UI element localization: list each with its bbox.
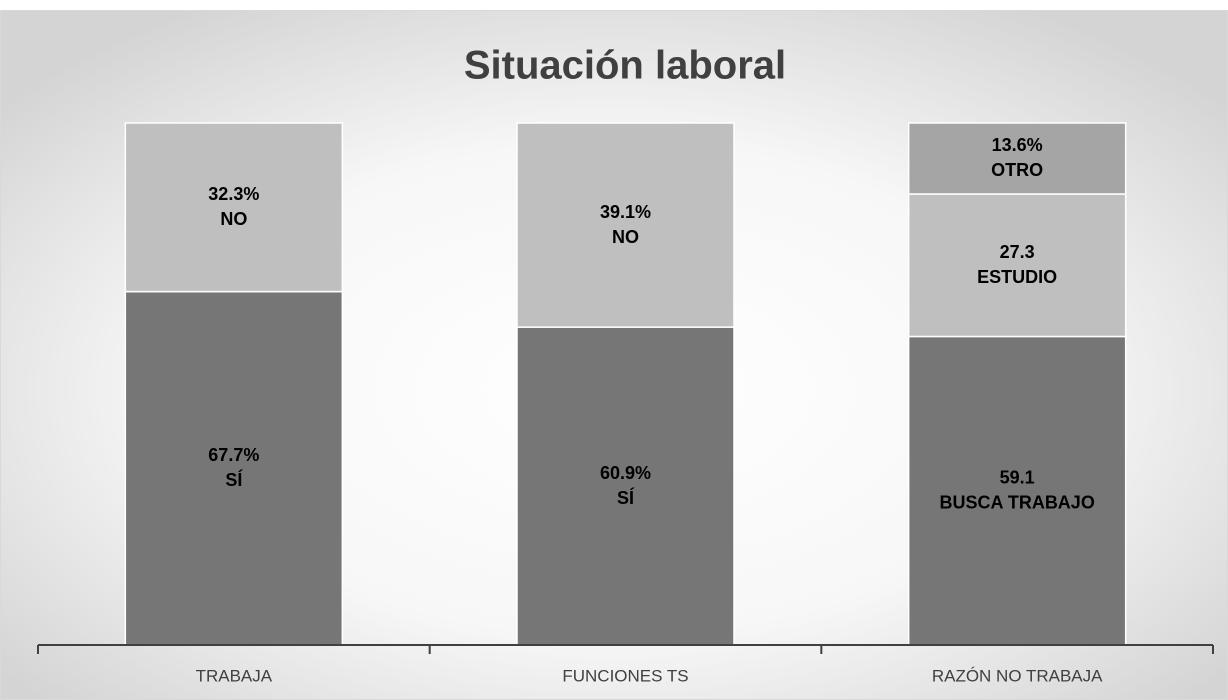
bar-segment [516, 326, 735, 646]
segment-name: ESTUDIO [977, 267, 1057, 287]
data-label: 13.6% [992, 135, 1043, 155]
bar-segment [516, 122, 735, 328]
segment-name: NO [612, 227, 639, 247]
x-tick-label: RAZÓN NO TRABAJA [932, 666, 1103, 685]
bar-segment [907, 122, 1127, 195]
data-label: 27.3 [1000, 242, 1035, 262]
data-label: 60.9% [600, 463, 651, 483]
bar-segment [907, 193, 1127, 338]
data-label: 59.1 [1000, 467, 1035, 487]
data-label: 39.1% [600, 202, 651, 222]
data-label: 67.7% [208, 445, 259, 465]
segment-name: NO [220, 209, 247, 229]
chart-title: Situación laboral [464, 44, 786, 88]
x-tick-label: FUNCIONES TS [562, 666, 688, 685]
segment-name: SÍ [225, 469, 243, 490]
bar-segment [124, 122, 344, 293]
segment-name: OTRO [991, 160, 1043, 180]
segment-name: BUSCA TRABAJO [939, 492, 1094, 512]
x-tick-label: TRABAJA [196, 666, 273, 685]
data-label: 32.3% [208, 184, 259, 204]
bar-segment [124, 290, 344, 646]
bar-segment [907, 335, 1127, 646]
segment-name: SÍ [617, 487, 635, 508]
